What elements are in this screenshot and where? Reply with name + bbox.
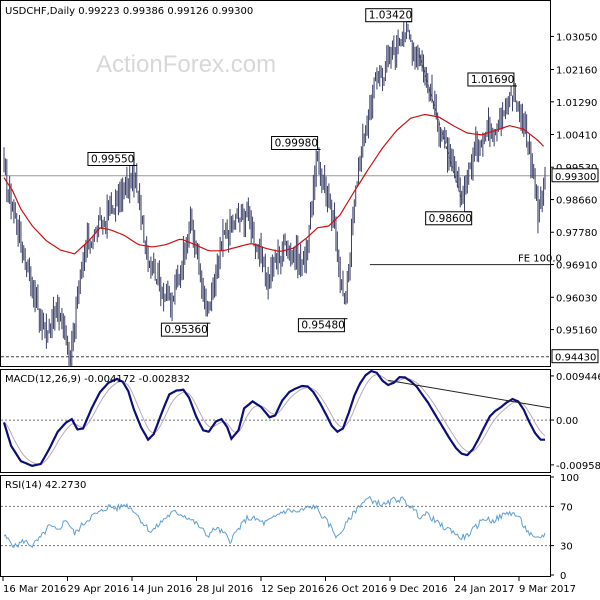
fe-level-label: FE 100.0 bbox=[518, 254, 562, 265]
x-axis: 16 Mar 2016 29 Apr 2016 14 Jun 2016 28 Jul … bbox=[2, 577, 576, 595]
swing-label-box bbox=[365, 8, 413, 23]
moving-average-line bbox=[3, 113, 545, 255]
price-y-tick-label: 0.95160 bbox=[556, 326, 597, 337]
swing-label-box bbox=[297, 318, 345, 333]
x-tick-label: 28 Jul 2016 bbox=[197, 584, 254, 595]
price-candles bbox=[3, 12, 546, 367]
price-title: USDCHF,Daily 0.99223 0.99386 0.99126 0.9… bbox=[5, 6, 253, 17]
macd-panel-frame bbox=[0, 369, 551, 473]
rsi-panel-frame bbox=[0, 475, 551, 577]
macd-y-tick-label: -0.009588 bbox=[556, 461, 600, 472]
support-price-tag bbox=[551, 349, 599, 364]
rsi-y-tick-label: 30 bbox=[560, 542, 573, 553]
swing-label-box bbox=[467, 72, 515, 87]
support-price-label: 0.94430 bbox=[555, 353, 596, 364]
x-tick-label: 29 Apr 2016 bbox=[68, 584, 130, 595]
price-y-tick-label: 1.03050 bbox=[556, 32, 597, 43]
swing-label-box bbox=[87, 151, 135, 166]
macd-y-tick-label: 0.00 bbox=[556, 416, 578, 427]
macd-layer: 0.009446 0.00 -0.009588 bbox=[1, 369, 600, 472]
current-price-tag bbox=[551, 168, 599, 183]
x-tick-label: 14 Jun 2016 bbox=[132, 584, 192, 595]
price-y-tick-label: 0.97780 bbox=[556, 228, 597, 239]
x-tick-label: 9 Mar 2017 bbox=[519, 584, 576, 595]
price-y-tick-label: 0.98660 bbox=[556, 196, 597, 207]
swing-label: 1.03420 bbox=[369, 10, 412, 22]
x-tick-label: 24 Jan 2017 bbox=[455, 584, 515, 595]
price-moving-average bbox=[3, 113, 545, 255]
swing-label: 0.95360 bbox=[164, 324, 207, 336]
price-panel-frame bbox=[0, 0, 551, 367]
current-price-label: 0.99300 bbox=[555, 172, 596, 183]
price-y-axis: 1.030501.021601.012901.004100.995300.986… bbox=[550, 32, 599, 364]
price-y-tick-label: 1.01290 bbox=[556, 98, 597, 109]
swing-label: 0.99550 bbox=[91, 153, 134, 165]
price-y-tick-label: 1.00410 bbox=[556, 131, 597, 142]
swing-label: 1.01690 bbox=[471, 74, 514, 86]
macd-title: MACD(12,26,9) -0.004172 -0.002832 bbox=[5, 374, 190, 385]
x-tick-label: 9 Dec 2016 bbox=[390, 584, 448, 595]
price-y-tick-label: 0.96030 bbox=[556, 293, 597, 304]
macd-trendline bbox=[388, 379, 551, 409]
x-tick-label: 26 Oct 2016 bbox=[326, 584, 388, 595]
rsi-y-tick-label: 100 bbox=[560, 473, 579, 484]
rsi-line bbox=[3, 495, 546, 549]
x-tick-label: 12 Sep 2016 bbox=[261, 584, 324, 595]
rsi-layer: 100 70 30 0 bbox=[1, 473, 579, 582]
swing-label: 0.95480 bbox=[301, 320, 344, 332]
rsi-y-tick-label: 70 bbox=[560, 502, 573, 513]
price-grid: FE 100.0 bbox=[1, 54, 562, 358]
price-y-tick-label: 1.02160 bbox=[556, 66, 597, 77]
swing-label-box bbox=[160, 322, 208, 337]
swing-label-box bbox=[425, 211, 473, 226]
swing-label: 0.98600 bbox=[429, 213, 472, 225]
macd-y-tick-label: 0.009446 bbox=[556, 372, 600, 383]
price-annotations: 0.99550 0.95360 0.99980 0.95480 1.03420 0.986… bbox=[87, 8, 517, 337]
macd-signal-line bbox=[3, 373, 546, 465]
rsi-title: RSI(14) 42.2730 bbox=[5, 480, 86, 491]
watermark: ActionForex.com bbox=[96, 51, 276, 78]
macd-line bbox=[2, 369, 545, 468]
swing-label-box bbox=[271, 136, 319, 151]
swing-label: 0.99980 bbox=[275, 138, 318, 150]
x-tick-label: 16 Mar 2016 bbox=[3, 584, 66, 595]
price-y-tick-label: 0.96910 bbox=[556, 261, 597, 272]
rsi-y-tick-label: 0 bbox=[560, 571, 566, 582]
